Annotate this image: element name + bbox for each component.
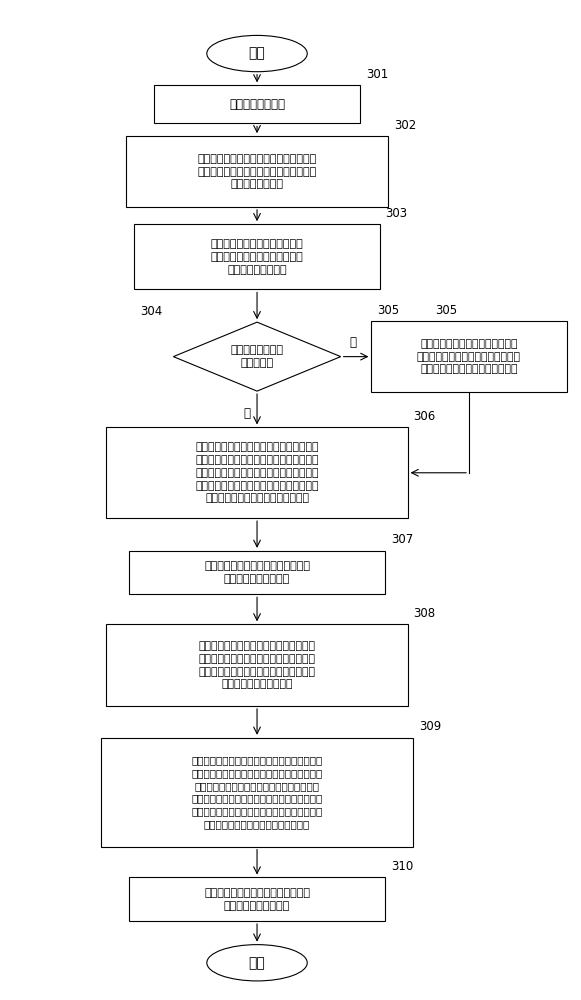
Text: 310: 310 <box>391 860 413 873</box>
Text: 303: 303 <box>385 207 407 220</box>
Bar <box>106 624 408 706</box>
Ellipse shape <box>207 945 307 981</box>
Text: 否: 否 <box>349 336 356 349</box>
Text: 从参考数据文件加载参考数据，同
时，显示单元根据所该参考数据生成
相应的参考数据迹线图与数据表格: 从参考数据文件加载参考数据，同 时，显示单元根据所该参考数据生成 相应的参考数据… <box>417 339 521 374</box>
Text: 在模式菜单中选择测量模式，点击运行按钮，再
次测量完成后自动进入事件分析，经过事件分析
得出结果数据。同时，显示测量结果的提示消
息，在迹线图中添加一条再次测量: 在模式菜单中选择测量模式，点击运行按钮，再 次测量完成后自动进入事件分析，经过事… <box>191 755 322 829</box>
Text: 是: 是 <box>243 407 250 420</box>
Text: 结束: 结束 <box>249 956 266 970</box>
Text: 开始: 开始 <box>249 47 266 61</box>
Text: 305: 305 <box>436 304 458 317</box>
Bar <box>154 85 360 123</box>
Text: 302: 302 <box>394 119 416 132</box>
Text: 用户使用辅助功能对迹线图、拓扑图
进行进一步查看与分析: 用户使用辅助功能对迹线图、拓扑图 进行进一步查看与分析 <box>204 561 310 584</box>
Text: 在光路设置菜单中选择合适的节点设置方
式，针对所选方式设置网络节点，以完成
参考数据与被测多级无源光网络的匹配关
系，并生成该网络拓扑图: 在光路设置菜单中选择合适的节点设置方 式，针对所选方式设置网络节点，以完成 参考… <box>199 641 315 689</box>
Text: 进入光开关选择菜单，选择一路
光开关，准备对与之连接的多级
无源光网络进行测量: 进入光开关选择菜单，选择一路 光开关，准备对与之连接的多级 无源光网络进行测量 <box>211 239 303 275</box>
Text: 308: 308 <box>413 607 435 620</box>
Bar <box>371 321 566 392</box>
Text: 309: 309 <box>419 720 441 733</box>
Text: 306: 306 <box>413 410 435 423</box>
Text: 首次测量，在模式选框中选择参考模式，点
击运行按钮，开始测量参考数据。完毕后，
自动保存参考数据到外部数据库的参考数据
文件。同时，显示单元根据所测参考数据生
: 首次测量，在模式选框中选择参考模式，点 击运行按钮，开始测量参考数据。完毕后， … <box>195 442 319 503</box>
Bar <box>106 427 408 518</box>
Bar <box>134 224 380 289</box>
Ellipse shape <box>207 35 307 72</box>
Bar <box>101 738 413 847</box>
Text: 是否需要重新测量
参考数据？: 是否需要重新测量 参考数据？ <box>231 345 284 368</box>
Polygon shape <box>173 322 340 391</box>
Text: 如本次测量需要使用新的测量参数或网络
参数，用户打开参数配置对话框，进入相
应页面做参数修改: 如本次测量需要使用新的测量参数或网络 参数，用户打开参数配置对话框，进入相 应页… <box>198 154 317 189</box>
Text: 启动所述监测系统: 启动所述监测系统 <box>229 98 285 111</box>
Text: 301: 301 <box>366 68 388 81</box>
Bar <box>129 877 385 921</box>
Text: 304: 304 <box>140 305 162 318</box>
Bar <box>126 136 388 207</box>
Text: 305: 305 <box>377 304 399 317</box>
Bar <box>129 551 385 594</box>
Text: 307: 307 <box>391 533 413 546</box>
Text: 用户使用辅助功能对迹线图、拓扑图
进行进一步查看与分析: 用户使用辅助功能对迹线图、拓扑图 进行进一步查看与分析 <box>204 888 310 911</box>
